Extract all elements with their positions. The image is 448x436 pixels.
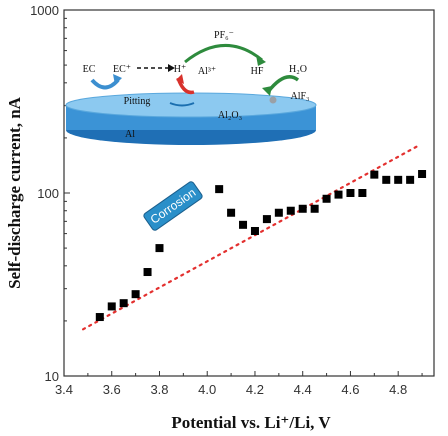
data-points (95, 170, 427, 322)
x-tick-label: 4.8 (389, 382, 407, 397)
data-point (107, 302, 116, 311)
data-point (262, 215, 271, 224)
x-axis-label: Potential vs. Li⁺/Li, V (171, 413, 331, 432)
data-point (286, 206, 295, 215)
ec-cycle-arrowhead (113, 74, 122, 85)
alf3-label: AlF₃ (290, 91, 309, 102)
y-axis-label: Self-discharge current, nA (5, 96, 24, 289)
data-point (95, 313, 104, 322)
pf6-label: PF₆⁻ (214, 30, 234, 41)
al3-label: Al³⁺ (198, 66, 216, 77)
ec-to-h-arrowhead (168, 64, 175, 72)
hf-arc (266, 75, 300, 94)
data-point (298, 204, 307, 213)
y-tick-label: 100 (37, 186, 59, 201)
corrosion-badge (143, 181, 203, 231)
data-point (310, 204, 319, 213)
pitting-label: Pitting (124, 96, 151, 107)
trendline-path (81, 145, 419, 331)
data-point (239, 220, 248, 229)
data-point (322, 194, 331, 203)
pf6-arrowhead (256, 55, 266, 66)
hf-label: HF (251, 66, 264, 77)
trendline (81, 145, 419, 331)
data-point (227, 208, 236, 217)
data-point (274, 208, 283, 217)
x-tick-label: 4.0 (198, 382, 216, 397)
data-point (155, 244, 164, 253)
data-point (334, 190, 343, 199)
ec-cycle-arrow (90, 78, 120, 90)
axis-ticks: 3.4 3.6 3.8 4.0 4.2 4.4 4.6 4.8 10 100 1000 (30, 3, 423, 397)
x-tick-label: 4.4 (294, 382, 312, 397)
data-point (215, 185, 224, 194)
alf3-dot (269, 96, 277, 104)
data-point (358, 189, 367, 197)
al2o3-label: Al₂O₃ (218, 110, 242, 121)
ec-plus-label: EC⁺ (113, 64, 131, 75)
corrosion-annotation: Corrosion (143, 181, 203, 231)
data-point (346, 189, 355, 197)
hf-arrowhead (262, 86, 272, 96)
data-point (131, 290, 140, 299)
pit-mark (169, 102, 195, 107)
x-tick-label: 3.4 (55, 382, 73, 397)
y-tick-label: 1000 (30, 3, 59, 18)
h2o-label: H₂O (289, 64, 307, 75)
x-tick-label: 3.6 (103, 382, 121, 397)
inset-schematic: Al Al₂O₃ Pitting EC EC⁺ H⁺ Al³⁺ PF₆⁻ HF … (65, 30, 317, 145)
data-point (382, 175, 391, 184)
x-tick-label: 4.2 (246, 382, 264, 397)
y-tick-label: 10 (45, 369, 59, 384)
data-point (143, 268, 152, 277)
ec-label: EC (83, 64, 96, 75)
pf6-arc (184, 44, 263, 64)
x-tick-label: 4.6 (341, 382, 359, 397)
data-point (406, 175, 415, 184)
data-point (394, 175, 403, 184)
data-point (370, 170, 379, 179)
x-tick-label: 3.8 (150, 382, 168, 397)
data-point (250, 226, 259, 235)
al-label: Al (125, 129, 135, 140)
data-point (418, 170, 427, 179)
data-point (119, 299, 128, 308)
h-plus-label: H⁺ (174, 64, 187, 75)
red-arrowhead (176, 74, 184, 84)
